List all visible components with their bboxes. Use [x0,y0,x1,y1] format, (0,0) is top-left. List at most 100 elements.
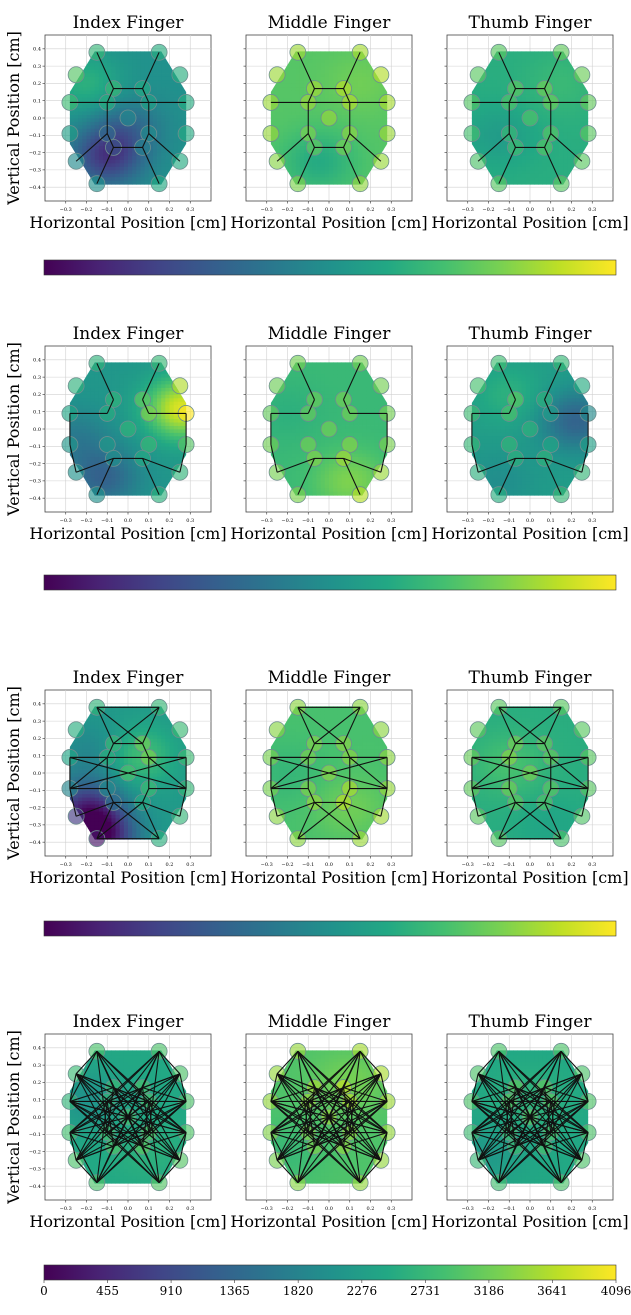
heat-cell [165,460,170,464]
heat-cell [329,93,334,98]
heat-cell [148,55,154,60]
heat-cell [128,76,133,81]
heat-cell [132,487,137,492]
heat-cell [123,152,129,157]
heat-cell [169,135,175,140]
heat-cell [128,418,133,423]
heat-cell [345,166,351,171]
heat-cell [353,62,359,67]
heat-cell [488,121,494,126]
heat-cell [123,494,129,496]
heat-cell [128,473,133,478]
x-tick-label: 0.3 [387,207,395,213]
heat-cell [144,111,150,115]
heat-cell [161,453,166,458]
connection-edge [544,52,562,89]
heat-cell [132,166,137,171]
heat-cell [144,183,150,185]
heat-cell [115,415,121,420]
heat-cell [132,93,137,98]
heat-cell [324,149,330,153]
heat-cell [542,73,547,77]
heat-cell [136,477,141,482]
heat-cell [341,166,346,171]
heat-cell [525,104,531,109]
heat-cell [173,90,179,95]
heat-cell [349,149,355,153]
heat-cell [308,166,313,171]
heat-cell [144,51,150,53]
heat-cell [554,121,560,126]
heat-cell [119,90,125,95]
heat-cell [86,425,92,430]
heat-cell [480,93,485,98]
heat-cell [78,90,83,95]
heat-cell [140,467,145,471]
heat-cell [152,470,158,475]
heat-cell [324,62,330,67]
heat-cell [132,97,137,102]
heat-cell [283,128,288,133]
heat-cell [517,180,523,185]
heat-cell [517,128,523,133]
heat-cell [563,83,568,88]
heat-cell [173,432,179,437]
heat-cell [169,76,175,81]
heat-cell [161,422,166,426]
heat-cell [534,135,539,140]
heat-cell [279,90,284,95]
heat-cell [476,107,481,112]
heat-cell [283,79,288,84]
heat-cell [530,183,535,185]
heat-cell [173,435,179,440]
heat-cell [94,425,100,430]
heat-cell [484,121,489,126]
heat-cell [132,169,137,174]
heat-cell [320,90,326,95]
heat-cell [291,166,297,171]
heat-cell [123,370,129,375]
heat-cell [107,467,112,471]
heat-cell [550,66,556,70]
heat-cell [181,86,187,91]
heat-cell [567,97,572,102]
heat-cell [86,145,92,150]
heat-cell [78,138,83,143]
heat-cell [136,422,141,426]
heat-cell [128,491,133,496]
heat-cell [69,429,75,433]
heat-cell [169,86,175,91]
heat-cell [169,138,175,143]
heat-cell [98,390,104,395]
heat-cell [82,111,87,115]
heat-cell [492,173,498,178]
heat-cell [542,159,547,164]
heat-cell [103,83,108,88]
heat-cell [119,487,125,492]
heat-cell [291,173,297,178]
heat-cell [103,59,108,64]
heat-cell [567,138,572,143]
heat-cell [94,394,100,399]
heat-cell [484,73,489,77]
heat-cell [295,79,301,84]
heat-cell [358,156,363,160]
heat-cell [181,111,187,115]
heat-cell [291,69,297,74]
heat-cell [111,477,116,482]
heat-cell [82,93,87,98]
heat-cell [111,362,116,364]
heat-cell [148,159,154,164]
heat-cell [152,404,158,409]
heat-cell [111,487,116,492]
heat-cell [484,97,489,102]
heat-cell [279,114,284,119]
heat-cell [496,173,502,178]
heat-cell [128,446,133,451]
heat-cell [107,59,112,64]
heat-cell [496,73,502,77]
heat-cell [152,463,158,468]
heat-cell [90,435,96,440]
heat-cell [123,460,129,464]
heat-cell [567,66,572,70]
